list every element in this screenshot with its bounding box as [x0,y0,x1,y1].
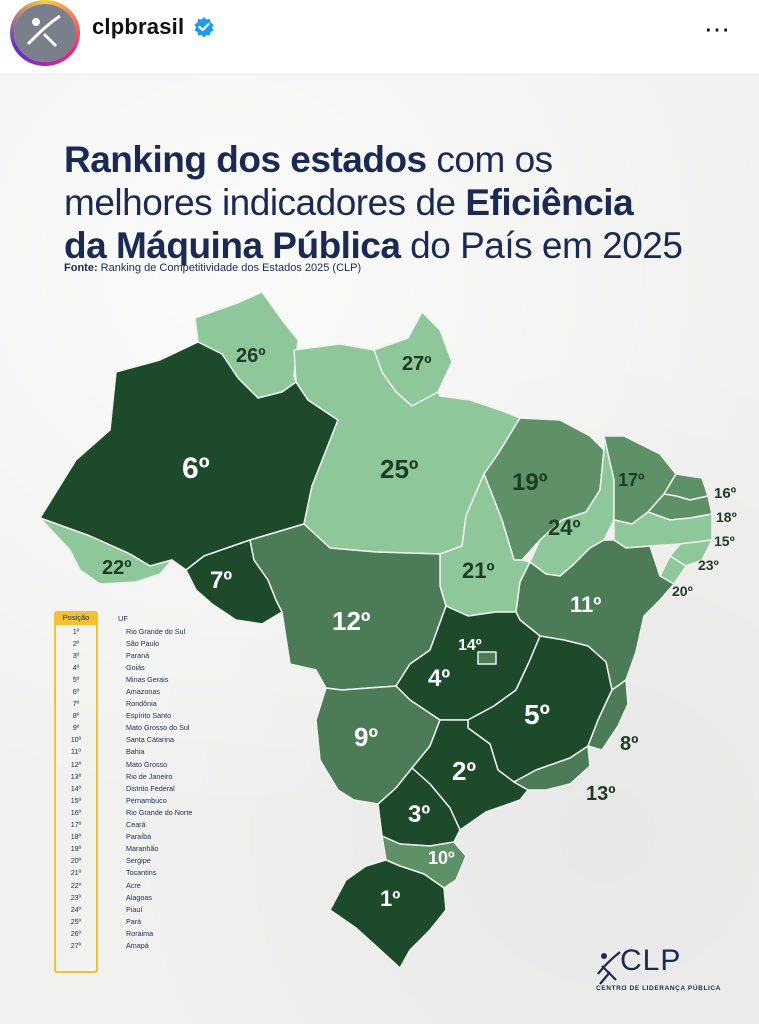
state-AC [39,517,173,585]
legend-row: 10º Santa Catarina [70,735,174,745]
legend-row: 24º Piauí [70,904,143,914]
legend-row: 26º Roraima [70,928,154,938]
map-label-AL: 23º [698,557,719,573]
poster-title: Ranking dos estados com os melhores indi… [64,138,683,267]
map-label-PI: 24º [548,515,581,540]
map-label-MA: 19º [512,469,548,496]
title-line-2: melhores indicadores de Eficiência [64,182,634,223]
map-label-SP: 2º [452,756,476,786]
verified-badge-icon [194,17,214,38]
map-label-AM: 6º [182,452,210,485]
map-label-RS: 1º [380,886,400,911]
legend-row: 21º Tocantins [70,868,157,878]
legend-row: 2º São Paulo [72,638,160,648]
legend-row: 3º Paraná [72,650,150,660]
legend-row: 19º Maranhão [70,844,159,854]
map-label-PR: 3º [408,801,430,828]
legend-row: 6º Amazonas [72,687,160,697]
legend-row: 20º Sergipe [70,856,151,866]
legend-row: 16º Rio Grande do Norte [70,807,193,817]
clp-logo-icon [597,951,621,985]
map-label-DF: 14º [458,637,482,654]
map-label-SE: 20º [672,583,693,599]
legend-row: 14º Distrito Federal [70,783,175,793]
map-label-PE: 15º [714,533,735,549]
map-label-RJ: 13º [586,783,616,805]
source-line: Fonte: Ranking de Competitividade dos Es… [64,262,362,274]
map-label-RN: 16º [714,485,737,502]
legend-row: 18º Paraíba [70,832,152,842]
legend-body: 1º Rio Grande do Sul 2º São Paulo 3º Paraná… [54,625,294,973]
state-ES [587,679,629,751]
legend-header: Posição UF [54,611,294,625]
legend-row: 12º Mato Grosso [70,759,168,769]
legend-row: 11º Bahia [70,747,145,757]
map-label-TO: 21º [462,558,495,583]
map-label-SC: 10º [428,848,455,868]
map-label-CE: 17º [618,470,645,490]
map-label-GO: 4º [428,665,450,692]
legend-header-uf: UF [118,613,128,623]
username[interactable]: clpbrasil [92,14,185,39]
map-label-ES: 8º [620,733,638,755]
state-RS [329,859,447,969]
post-header: clpbrasil ⋯ [0,0,759,75]
legend-row: 9º Mato Grosso do Sul [72,723,190,733]
avatar[interactable] [10,0,80,66]
title-line-1: Ranking dos estados com os [64,139,553,180]
map-label-AP: 27º [402,353,432,375]
legend-row: 5º Minas Gerais [72,674,169,684]
legend-row: 17º Ceará [70,820,146,830]
map-label-MT: 12º [332,606,371,636]
state-DF [477,651,497,665]
legend-row: 1º Rio Grande do Sul [72,626,186,636]
legend-row: 23º Alagoas [70,892,152,902]
legend-row: 15º Pernambuco [70,795,167,805]
legend-row: 22º Acre [70,880,141,890]
avatar-image [14,4,76,62]
legend-row: 27º Amapá [70,940,149,950]
map-label-MS: 9º [354,722,378,752]
clp-logo-text: CLP [620,944,682,977]
map-label-RR: 26º [236,345,266,367]
clp-logo-subtitle: CENTRO DE LIDERANÇA PÚBLICA [596,985,722,992]
map-label-RO: 7º [210,567,232,594]
state-AL [669,539,713,567]
map-label-AC: 22º [102,557,132,579]
map-label-PA: 25º [380,454,419,484]
map-label-MG: 5º [524,699,550,730]
map-label-PB: 18º [716,509,737,525]
more-options-icon[interactable]: ⋯ [704,14,731,44]
legend-header-position: Posição [54,611,98,625]
legend-row: 13º Rio de Janeiro [70,771,173,781]
map-label-BA: 11º [570,592,601,617]
ranking-legend: Posição UF 1º Rio Grande do Sul 2º São Pau… [54,611,294,973]
legend-row: 7º Rondônia [72,699,157,709]
legend-row: 8º Espírito Santo [72,711,172,721]
legend-row: 25º Pará [70,916,142,926]
legend-row: 4º Goiás [72,662,145,672]
state-RJ [513,745,591,791]
title-line-3: da Máquina Pública do País em 2025 [64,225,683,266]
